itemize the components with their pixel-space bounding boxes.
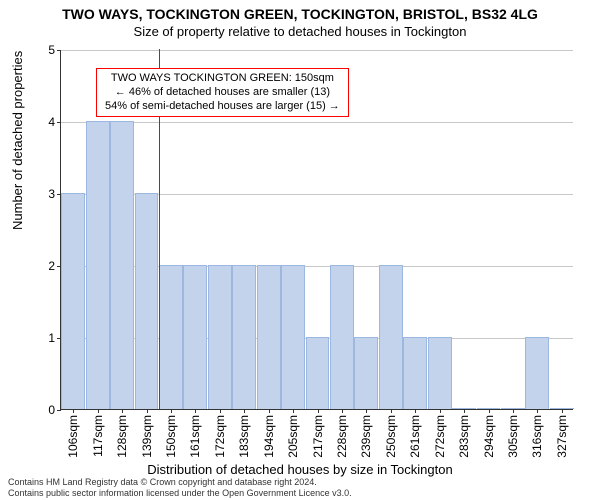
- histogram-bar: [281, 265, 305, 409]
- histogram-bar: [135, 193, 159, 409]
- histogram-bar: [403, 337, 427, 409]
- histogram-bar: [183, 265, 207, 409]
- ytick-label: 4: [48, 115, 61, 129]
- histogram-bar: [232, 265, 256, 409]
- ytick-label: 1: [48, 331, 61, 345]
- ytick-label: 3: [48, 187, 61, 201]
- xtick-label: 183sqm: [237, 409, 251, 458]
- footer-attribution: Contains HM Land Registry data © Crown c…: [8, 477, 352, 498]
- xtick-label: 316sqm: [530, 409, 544, 458]
- chart-subtitle: Size of property relative to detached ho…: [0, 22, 600, 39]
- histogram-bar: [306, 337, 330, 409]
- annotation-line: 54% of semi-detached houses are larger (…: [105, 100, 340, 114]
- xtick-label: 139sqm: [140, 409, 154, 458]
- histogram-bar: [86, 121, 110, 409]
- xtick-label: 194sqm: [262, 409, 276, 458]
- xtick-label: 239sqm: [359, 409, 373, 458]
- gridline: [61, 122, 573, 123]
- xtick-label: 106sqm: [66, 409, 80, 458]
- xtick-label: 117sqm: [91, 409, 105, 457]
- histogram-bar: [379, 265, 403, 409]
- xtick-label: 228sqm: [335, 409, 349, 458]
- xtick-label: 327sqm: [555, 409, 569, 458]
- gridline: [61, 50, 573, 51]
- xtick-label: 217sqm: [311, 409, 325, 458]
- chart-container: TWO WAYS, TOCKINGTON GREEN, TOCKINGTON, …: [0, 0, 600, 500]
- footer-line-1: Contains HM Land Registry data © Crown c…: [8, 477, 352, 487]
- xtick-label: 283sqm: [457, 409, 471, 458]
- xtick-label: 261sqm: [408, 409, 422, 458]
- xtick-label: 272sqm: [433, 409, 447, 458]
- histogram-bar: [525, 337, 549, 409]
- histogram-bar: [428, 337, 452, 409]
- footer-line-2: Contains public sector information licen…: [8, 488, 352, 498]
- annotation-box: TWO WAYS TOCKINGTON GREEN: 150sqm← 46% o…: [96, 68, 349, 117]
- histogram-bar: [110, 121, 134, 409]
- ytick-label: 0: [48, 403, 61, 417]
- y-axis-label: Number of detached properties: [10, 51, 25, 230]
- xtick-label: 128sqm: [115, 409, 129, 458]
- xtick-label: 250sqm: [384, 409, 398, 458]
- histogram-bar: [330, 265, 354, 409]
- annotation-line: ← 46% of detached houses are smaller (13…: [105, 86, 340, 100]
- chart-title: TWO WAYS, TOCKINGTON GREEN, TOCKINGTON, …: [0, 0, 600, 22]
- histogram-bar: [61, 193, 85, 409]
- xtick-label: 150sqm: [164, 409, 178, 458]
- xtick-label: 161sqm: [188, 409, 202, 458]
- histogram-bar: [354, 337, 378, 409]
- ytick-label: 5: [48, 43, 61, 57]
- xtick-label: 205sqm: [286, 409, 300, 458]
- annotation-line: TWO WAYS TOCKINGTON GREEN: 150sqm: [105, 72, 340, 86]
- histogram-bar: [208, 265, 232, 409]
- xtick-label: 172sqm: [213, 409, 227, 458]
- histogram-bar: [159, 265, 183, 409]
- x-axis-label: Distribution of detached houses by size …: [0, 462, 600, 477]
- xtick-label: 305sqm: [506, 409, 520, 458]
- ytick-label: 2: [48, 259, 61, 273]
- histogram-bar: [257, 265, 281, 409]
- chart-area: 012345106sqm117sqm128sqm139sqm150sqm161s…: [60, 50, 573, 410]
- xtick-label: 294sqm: [482, 409, 496, 458]
